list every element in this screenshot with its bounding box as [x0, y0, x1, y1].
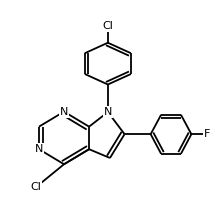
Text: Cl: Cl: [30, 182, 41, 192]
Text: Cl: Cl: [102, 21, 113, 31]
Text: N: N: [60, 107, 68, 117]
Text: N: N: [104, 107, 112, 117]
Text: N: N: [35, 144, 43, 154]
Text: F: F: [204, 129, 210, 139]
